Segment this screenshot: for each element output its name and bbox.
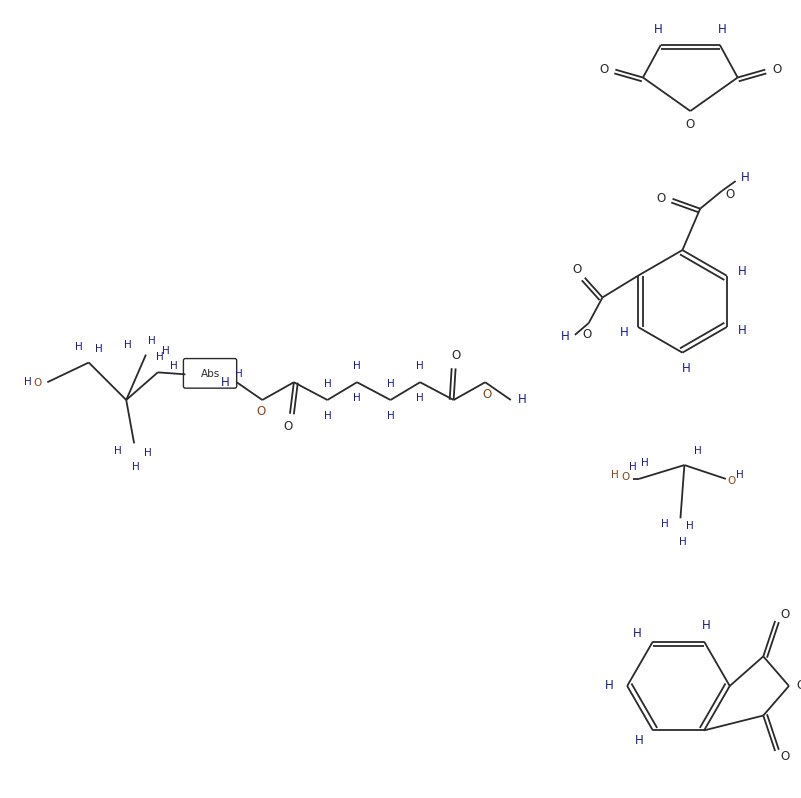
- Text: H: H: [605, 679, 614, 693]
- Text: O: O: [284, 420, 292, 433]
- FancyBboxPatch shape: [183, 358, 236, 388]
- Text: O: O: [686, 118, 695, 132]
- Text: H: H: [144, 448, 152, 458]
- Text: H: H: [741, 171, 750, 184]
- Text: O: O: [796, 679, 801, 693]
- Text: H: H: [702, 619, 710, 632]
- Text: H: H: [654, 22, 663, 36]
- Text: H: H: [686, 521, 694, 531]
- Text: H: H: [124, 340, 132, 350]
- Text: H: H: [148, 336, 155, 346]
- Text: O: O: [621, 472, 630, 482]
- Text: H: H: [115, 446, 123, 456]
- Text: H: H: [739, 265, 747, 279]
- Text: H: H: [162, 346, 170, 356]
- Text: O: O: [34, 378, 42, 388]
- Text: H: H: [694, 446, 702, 456]
- Text: H: H: [518, 393, 527, 406]
- Text: H: H: [324, 379, 332, 389]
- Text: O: O: [780, 750, 790, 764]
- Text: H: H: [641, 458, 649, 468]
- Text: H: H: [736, 470, 743, 480]
- Text: O: O: [599, 63, 608, 76]
- Text: O: O: [256, 405, 266, 418]
- Text: H: H: [620, 326, 629, 339]
- Text: H: H: [170, 361, 178, 371]
- Text: H: H: [156, 352, 163, 361]
- Text: H: H: [611, 470, 619, 480]
- Text: Abs: Abs: [200, 369, 219, 379]
- Text: O: O: [482, 388, 492, 401]
- Text: H: H: [417, 393, 424, 403]
- Text: H: H: [718, 22, 727, 36]
- Text: H: H: [387, 411, 394, 421]
- Text: H: H: [324, 411, 332, 421]
- Text: H: H: [95, 344, 103, 354]
- Text: H: H: [630, 462, 637, 472]
- Text: H: H: [387, 379, 394, 389]
- Text: H: H: [353, 393, 361, 403]
- Text: O: O: [572, 263, 582, 276]
- Text: H: H: [682, 362, 690, 375]
- Text: H: H: [561, 330, 570, 343]
- Text: O: O: [727, 476, 736, 486]
- Text: H: H: [633, 627, 642, 640]
- Text: O: O: [451, 349, 461, 362]
- Text: H: H: [220, 376, 229, 389]
- Text: H: H: [739, 325, 747, 338]
- Text: O: O: [725, 188, 735, 201]
- Text: H: H: [678, 537, 686, 547]
- Text: H: H: [235, 369, 243, 379]
- Text: H: H: [132, 462, 140, 472]
- Text: H: H: [661, 519, 669, 529]
- Text: H: H: [353, 361, 361, 371]
- Text: O: O: [656, 192, 666, 205]
- Text: H: H: [417, 361, 424, 371]
- Text: H: H: [75, 342, 83, 352]
- Text: H: H: [634, 733, 643, 747]
- Text: O: O: [582, 329, 591, 342]
- Text: H: H: [24, 377, 31, 387]
- Text: O: O: [772, 63, 782, 76]
- Text: O: O: [780, 608, 790, 622]
